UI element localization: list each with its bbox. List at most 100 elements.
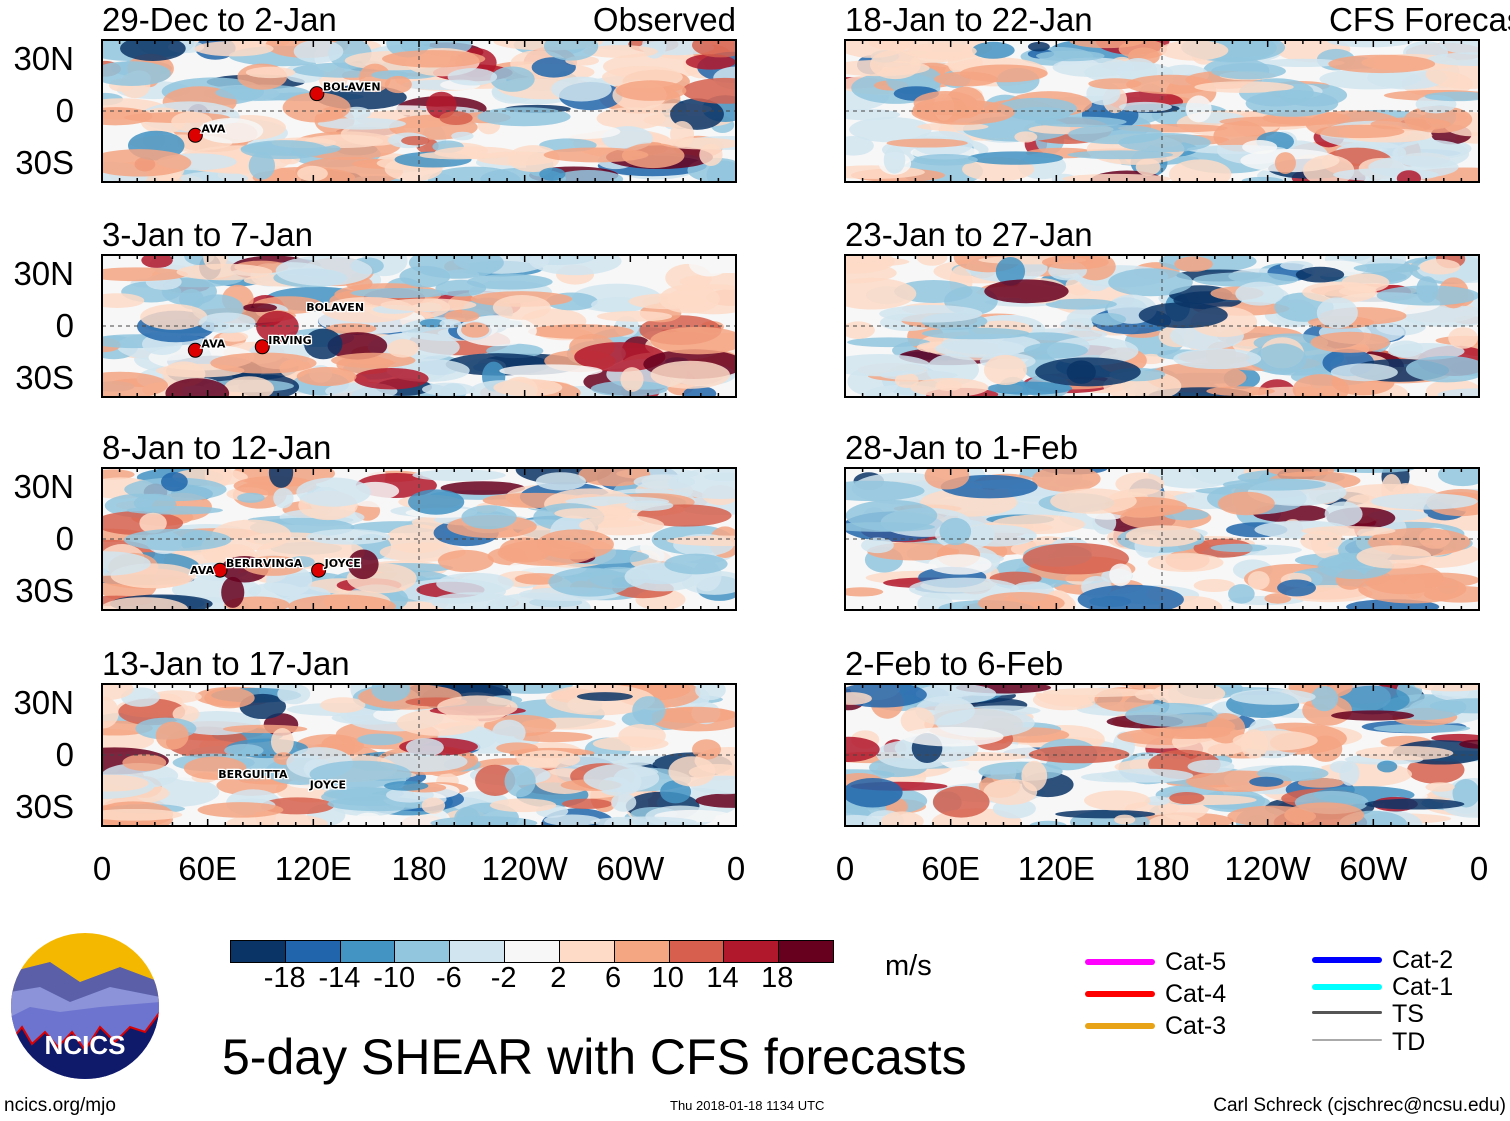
storm-label: BERGUITTA <box>218 768 288 781</box>
colorbar-tick-label: 18 <box>761 962 794 994</box>
lon-tick-label: 60E <box>178 850 238 887</box>
lon-tick-label: 180 <box>391 850 447 887</box>
legend-swatch <box>1085 991 1155 997</box>
shear-cell <box>504 765 536 798</box>
shear-cell <box>133 493 176 513</box>
shear-cell <box>1042 688 1152 698</box>
shear-cell <box>176 263 273 281</box>
lon-tick-label: 0 <box>726 850 746 887</box>
shear-cell <box>222 724 308 734</box>
shear-cell <box>223 376 274 397</box>
shear-cell <box>632 696 666 726</box>
shear-cell <box>583 763 660 793</box>
shear-cell <box>1169 791 1205 805</box>
shear-cell <box>120 40 186 61</box>
shear-cell <box>440 481 526 495</box>
shear-cell <box>155 721 189 750</box>
shear-cell <box>984 279 1069 304</box>
legend-label: Cat-5 <box>1165 948 1227 976</box>
shear-cell <box>309 760 412 788</box>
shear-cell <box>1109 563 1132 587</box>
storm-label: BERIRVINGA <box>226 557 303 570</box>
shear-cell <box>1334 685 1410 715</box>
shear-cell <box>921 327 1030 340</box>
colorbar-tick-label: 2 <box>550 962 567 994</box>
section-label: CFS Forecast <box>1329 1 1510 38</box>
shear-cell <box>273 487 294 509</box>
shear-cell <box>1228 584 1255 604</box>
panel-title: 29-Dec to 2-Jan <box>102 1 337 38</box>
colorbar-swatch <box>558 941 614 962</box>
shear-cell <box>1235 281 1284 306</box>
shear-cell <box>845 262 897 284</box>
legend-label: TD <box>1392 1028 1426 1056</box>
shear-cell <box>1356 545 1432 569</box>
shear-cell <box>439 318 462 329</box>
shear-cell <box>123 528 232 551</box>
storm-marker-icon <box>311 562 327 578</box>
shear-cell <box>845 480 925 502</box>
shear-cell <box>861 537 894 554</box>
colorbar-tick-label: -6 <box>436 962 462 994</box>
shear-cell <box>327 332 388 360</box>
shear-cell <box>1316 297 1358 329</box>
shear-cell <box>102 551 151 576</box>
shear-cell <box>1114 814 1136 825</box>
shear-cell <box>1257 765 1329 782</box>
lon-tick-label: 120E <box>274 850 352 887</box>
site-url[interactable]: ncics.org/mjo <box>4 1095 116 1116</box>
shear-cell <box>1144 796 1170 806</box>
shear-cell <box>1439 40 1479 55</box>
shear-cell <box>1341 273 1390 293</box>
colorbar-tick-label: 14 <box>706 962 739 994</box>
shear-cell <box>384 781 429 791</box>
map-panel: BERIRVINGA AVA JOYCE <box>101 467 737 611</box>
shear-cell <box>245 66 296 79</box>
shear-cell <box>1062 173 1171 182</box>
shear-cell <box>682 77 736 104</box>
shear-cell <box>1414 684 1479 692</box>
shear-cell <box>625 500 674 511</box>
shear-cell <box>1396 170 1422 182</box>
shear-cell <box>1448 327 1478 349</box>
shear-cell <box>845 692 872 705</box>
shear-cell <box>1210 543 1268 553</box>
shear-cell <box>297 165 328 182</box>
shear-cell <box>477 107 571 127</box>
shear-cell <box>1168 159 1232 182</box>
shear-cell <box>660 780 692 804</box>
panel-title: 8-Jan to 12-Jan <box>102 429 332 466</box>
storm-marker-icon <box>187 342 203 358</box>
shear-cell <box>1292 374 1350 397</box>
shear-cell <box>1300 530 1342 552</box>
shear-cell <box>1185 95 1212 123</box>
lon-tick-label: 0 <box>92 850 112 887</box>
shear-cell <box>615 80 687 101</box>
shear-cell <box>1108 268 1193 297</box>
shear-cell <box>699 143 723 167</box>
shear-cell <box>845 277 917 310</box>
shear-cell <box>102 61 172 86</box>
panel-title: 23-Jan to 27-Jan <box>845 216 1093 253</box>
shear-cell <box>1425 782 1455 792</box>
shear-cell <box>1277 579 1316 597</box>
shear-cell <box>180 171 249 182</box>
lon-tick-label: 60W <box>1339 850 1408 887</box>
map-panel: BOLAVEN AVA IRVING <box>101 254 737 398</box>
lon-tick-label: 180 <box>1134 850 1190 887</box>
shear-cell <box>1330 363 1398 382</box>
storm-label: AVA <box>201 122 226 135</box>
shear-cell <box>529 255 622 276</box>
shear-cell <box>1041 255 1109 270</box>
shear-cell <box>1036 50 1105 62</box>
legend-label: Cat-4 <box>1165 980 1227 1008</box>
shear-cell <box>847 337 930 348</box>
shear-cell <box>596 310 673 322</box>
shear-cell <box>845 587 884 597</box>
shear-cell <box>1125 525 1201 547</box>
shear-cell <box>1377 760 1398 773</box>
shear-cell <box>845 499 938 532</box>
shear-cell <box>139 512 167 534</box>
shear-cell <box>161 472 188 492</box>
shear-cell <box>845 135 874 156</box>
